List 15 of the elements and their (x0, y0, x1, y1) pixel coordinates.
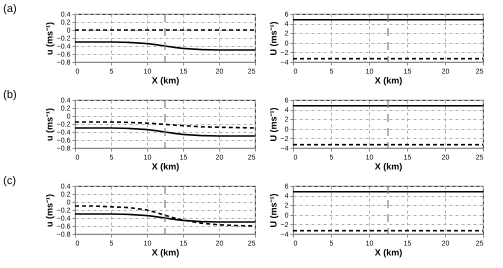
y-axis-title: u (ms⁻¹) (44, 194, 55, 227)
y-axis-title: U (ms⁻¹) (268, 22, 279, 56)
x-axis-title: X (km) (374, 162, 402, 172)
chart-title: (b) (3, 89, 17, 101)
x-axis-title: X (km) (374, 248, 402, 258)
x-axis-title: X (km) (152, 248, 180, 258)
x-axis-title: X (km) (152, 76, 180, 86)
chart-title: (c) (3, 175, 16, 187)
x-axis-title: X (km) (152, 162, 180, 172)
y-axis-title: U (ms⁻¹) (268, 194, 279, 228)
x-axis-title: X (km) (374, 76, 402, 86)
y-axis-title: U (ms⁻¹) (268, 108, 279, 142)
y-axis-title: u (ms⁻¹) (44, 108, 55, 141)
y-axis-title: u (ms⁻¹) (44, 22, 55, 55)
chart-title: (a) (3, 3, 17, 15)
